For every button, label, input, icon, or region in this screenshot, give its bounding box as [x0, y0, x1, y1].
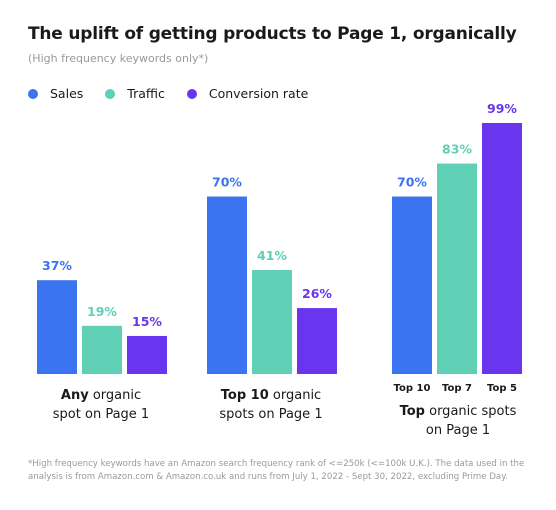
- data-label-0-0: 37%: [42, 258, 72, 273]
- footnote: *High frequency keywords have an Amazon …: [28, 459, 525, 482]
- legend-item-conversion-rate: Conversion rate: [186, 86, 309, 101]
- data-label-2-0: 70%: [397, 175, 427, 190]
- group-label-any-rest: organic: [88, 388, 142, 403]
- group-label-top10-bold: Top 10: [220, 388, 269, 403]
- data-label-2-1: 83%: [442, 142, 472, 157]
- group-label-top10-line2: spots on Page 1: [219, 407, 323, 422]
- bar-2-2: [482, 123, 522, 374]
- data-label-1-2: 26%: [302, 286, 332, 301]
- chart-subtitle: (High frequency keywords only*): [28, 52, 209, 65]
- bar-2-0: [392, 196, 432, 374]
- legend-swatch-traffic: [105, 88, 116, 99]
- legend-swatch-conversion-rate: [186, 88, 197, 99]
- group-label-top-bold: Top: [399, 404, 425, 419]
- data-label-1-1: 41%: [257, 248, 287, 263]
- bar-chart: 37% 19% 15% 70% 41% 26% 70% Top 10 83% Top 7 99% To…: [37, 101, 522, 394]
- bar-0-0: [37, 280, 77, 374]
- group-label-top10: Top 10 organic spots on Page 1: [198, 386, 344, 424]
- legend-item-sales: Sales: [28, 86, 83, 101]
- group-label-top-line2: on Page 1: [425, 423, 491, 438]
- tick-label-2-1: Top 7: [442, 383, 472, 394]
- data-label-2-2: 99%: [487, 101, 517, 116]
- legend: Sales Traffic Conversion rate: [28, 86, 330, 101]
- group-label-any-bold: Any: [60, 388, 89, 403]
- group-label-top: Top organic spots on Page 1: [378, 402, 538, 440]
- bar-1-2: [297, 308, 337, 374]
- legend-label-sales: Sales: [50, 86, 84, 101]
- tick-label-2-2: Top 5: [487, 383, 517, 394]
- bar-0-1: [82, 325, 122, 374]
- legend-label-conversion-rate: Conversion rate: [208, 86, 309, 101]
- bar-2-1: [437, 163, 477, 374]
- data-label-0-2: 15%: [132, 314, 162, 329]
- group-label-any-line2: spot on Page 1: [52, 407, 150, 422]
- data-label-1-0: 70%: [212, 175, 242, 190]
- group-label-any: Any organic spot on Page 1: [28, 386, 174, 424]
- legend-swatch-sales: [28, 88, 38, 99]
- bar-1-0: [207, 196, 247, 374]
- bar-1-1: [252, 270, 292, 374]
- legend-label-traffic: Traffic: [127, 86, 165, 101]
- tick-label-2-0: Top 10: [394, 383, 431, 394]
- bar-0-2: [127, 335, 167, 374]
- group-label-top-rest: organic spots: [424, 404, 517, 419]
- data-label-0-1: 19%: [87, 304, 117, 319]
- legend-item-traffic: Traffic: [105, 86, 165, 101]
- group-label-top10-rest: organic: [268, 388, 322, 403]
- chart-title: The uplift of getting products to Page 1…: [28, 24, 517, 44]
